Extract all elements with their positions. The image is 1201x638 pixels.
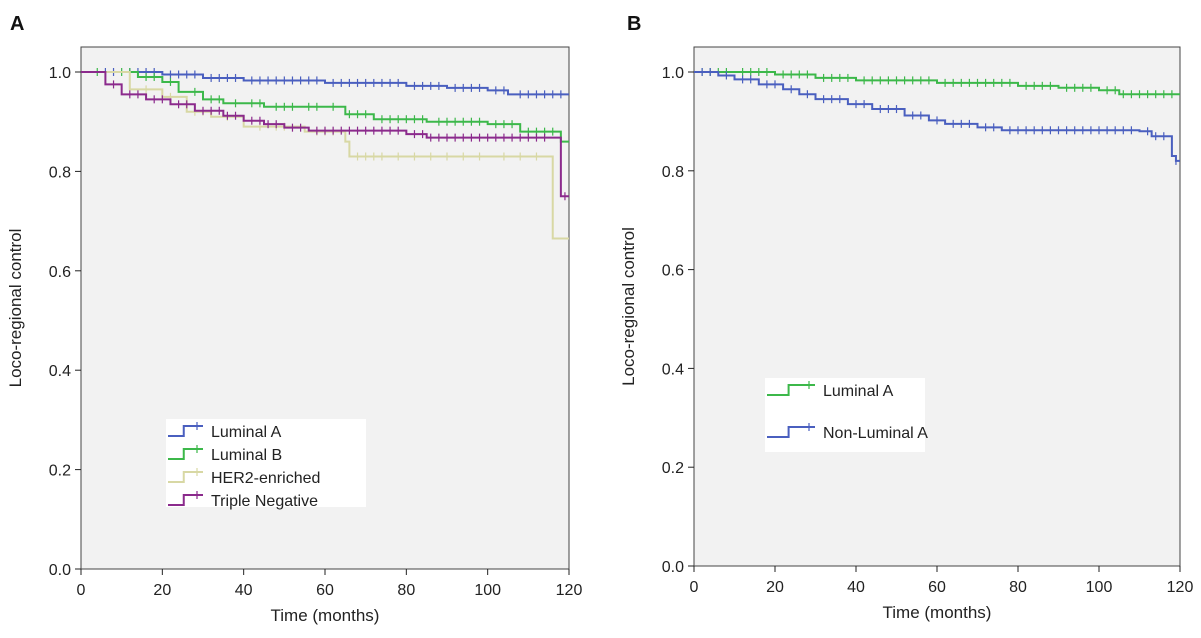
y-tick-label: 0.4 [662,361,684,378]
survival-curve [81,71,569,240]
x-tick-label: 120 [556,582,583,599]
x-tick-label: 20 [153,582,171,599]
legend-label-luminal-b: Luminal B [211,447,282,464]
y-tick-label: 0.6 [662,263,684,280]
x-tick-label: 0 [77,582,86,599]
x-axis-label: Time (months) [883,603,992,622]
legend-swatch-luminal-a [168,425,203,437]
x-tick-label: 120 [1167,579,1194,596]
x-tick-label: 80 [1009,579,1027,596]
chart-panel-a: A 0.0 0.2 0.4 0.6 0.8 1.0 0 20 40 60 80 100 120 Time (… [6,13,582,625]
y-tick-label: 0.2 [662,460,684,477]
x-tick-label: 80 [397,582,415,599]
x-tick-label: 60 [316,582,334,599]
legend-box [765,378,925,452]
x-tick-label: 100 [1086,579,1113,596]
legend-box [166,419,366,507]
y-tick-label: 0.0 [662,559,684,576]
legend-label-triple-negative: Triple Negative [211,493,318,510]
y-axis-label: Loco-regional control [619,227,638,386]
y-tick-label: 0.6 [49,264,71,281]
y-tick-label: 1.0 [662,65,684,82]
legend-swatch-non-luminal-a [767,426,815,438]
legend: Luminal A Luminal B HER2-enriched Triple Ne… [166,419,366,510]
chart-panel-b: B 0.0 0.2 0.4 0.6 0.8 1.0 0 20 40 60 80 100 120 Time (… [619,13,1193,622]
panel-label: A [10,13,24,35]
series-non-luminal-a [694,68,1180,165]
x-tick-label: 60 [928,579,946,596]
legend-label-luminal-a: Luminal A [211,424,282,441]
legend-swatch-luminal-a [767,384,815,396]
survival-curve [81,71,569,96]
series-triple-negative [81,71,569,201]
survival-curve [81,71,569,198]
x-tick-label: 0 [690,579,699,596]
y-tick-label: 0.2 [49,463,71,480]
y-tick-label: 0.8 [49,164,71,181]
legend-label-her2-enriched: HER2-enriched [211,470,320,487]
y-tick-label: 0.8 [662,164,684,181]
legend-label-non-luminal-a: Non-Luminal A [823,425,928,442]
legend-label-luminal-a: Luminal A [823,383,894,400]
legend: Luminal A Non-Luminal A [765,378,928,452]
x-axis-label: Time (months) [271,606,380,625]
series-luminal-a [694,68,1180,99]
x-tick-label: 40 [847,579,865,596]
x-tick-label: 40 [235,582,253,599]
y-tick-label: 0.0 [49,562,71,579]
series-luminal-a [81,68,569,99]
plot-area [693,46,1181,567]
panel-label: B [627,13,641,35]
y-tick-label: 0.4 [49,363,71,380]
legend-swatch-triple-negative [168,494,203,506]
legend-swatch-luminal-b [168,448,203,460]
survival-curve [694,71,1180,96]
y-axis-label: Loco-regional control [6,229,25,388]
x-tick-label: 20 [766,579,784,596]
survival-curve [694,71,1180,162]
y-tick-label: 1.0 [49,65,71,82]
x-tick-label: 100 [474,582,501,599]
legend-swatch-her2-enriched [168,471,203,483]
